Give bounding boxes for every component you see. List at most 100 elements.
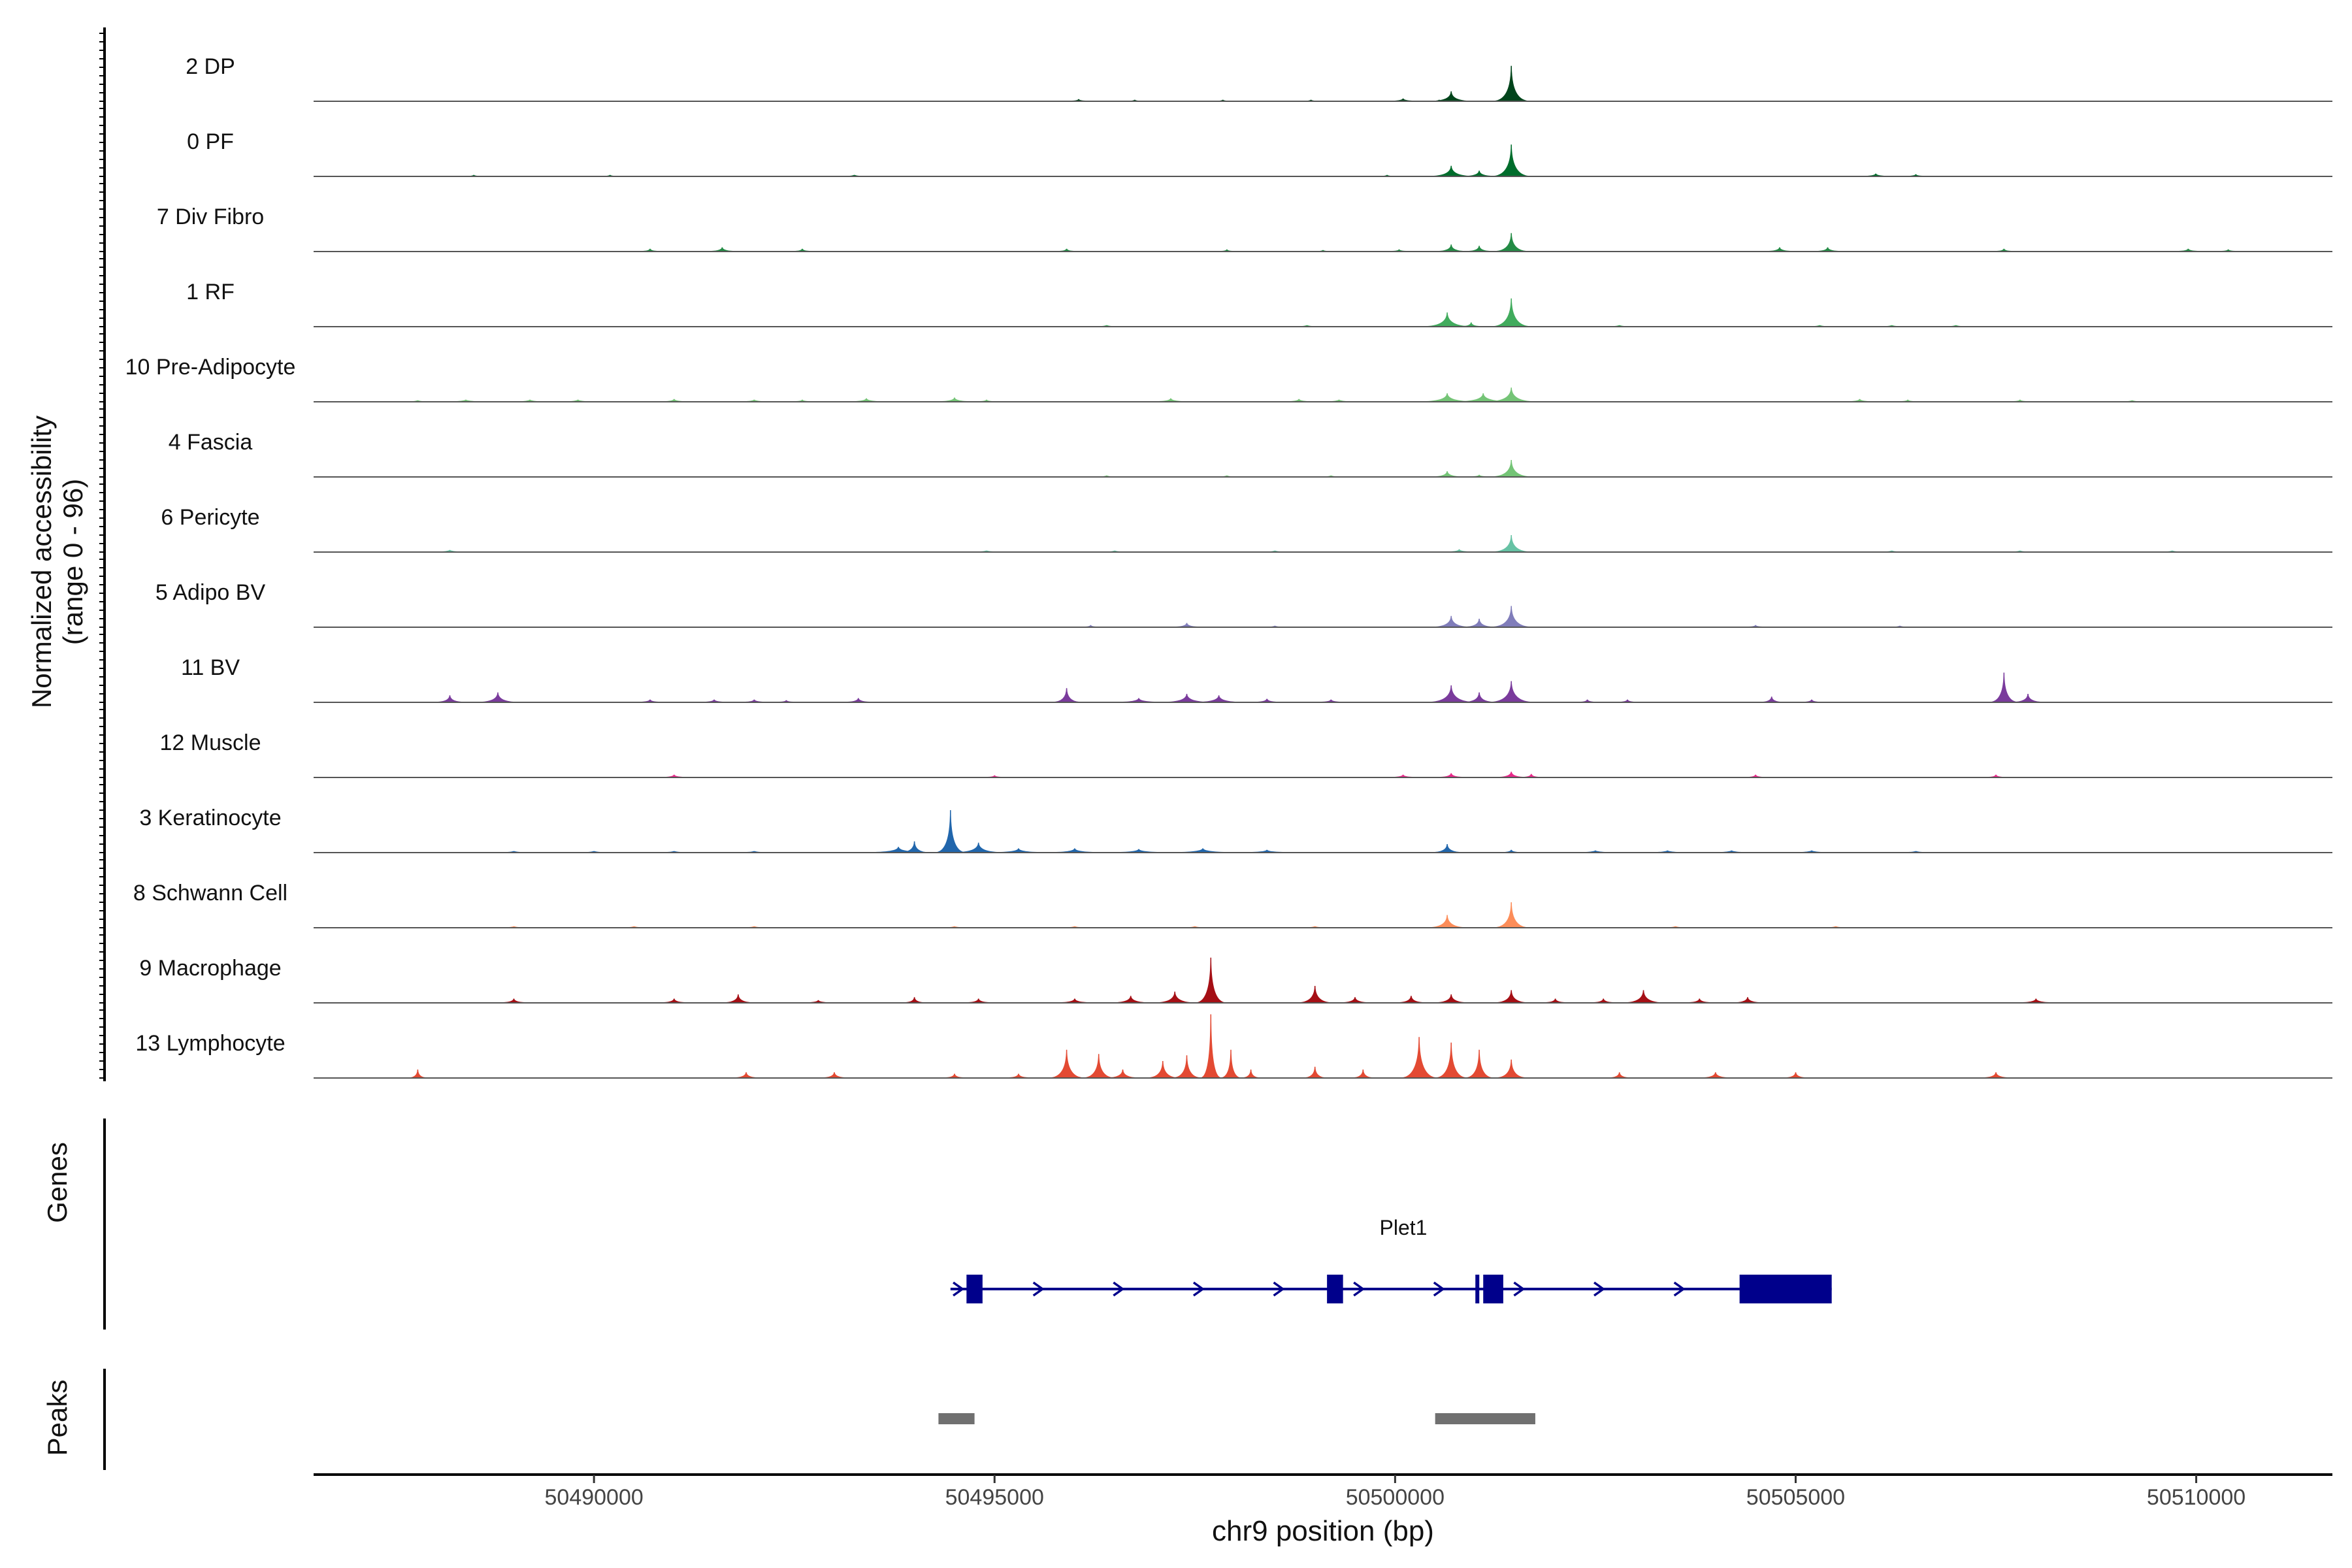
coverage-peak — [732, 1072, 761, 1079]
coverage-peak — [1297, 985, 1333, 1004]
strand-arrow — [1192, 1281, 1205, 1297]
coverage-peak — [1435, 244, 1467, 252]
coverage-peak — [408, 1069, 428, 1079]
peak-region — [1435, 1413, 1535, 1424]
tracks-layer: 2 DP 0 PF 7 Div Fibro 1 RF 10 Pre-Adipocyte 4… — [99, 27, 2332, 1081]
y-axis-title: Normalized accessibility (range 0 - 96) — [26, 416, 88, 708]
gene-name-label: Plet1 — [1380, 1216, 1428, 1239]
coverage-peak — [1490, 606, 1533, 628]
coverage-peak — [935, 809, 966, 853]
strand-arrow — [953, 1281, 965, 1297]
coverage-peak — [1428, 165, 1474, 177]
coverage-peak — [902, 997, 927, 1004]
track-1-rf: 1 RF — [186, 280, 2332, 327]
strand-arrow — [1513, 1281, 1526, 1297]
coverage-peak — [1052, 688, 1081, 703]
track-label: 13 Lymphocyte — [135, 1031, 285, 1056]
coverage-peak — [1699, 1072, 1732, 1079]
coverage-peak — [1395, 996, 1428, 1004]
track-2-dp: 2 DP — [186, 54, 2332, 102]
track-label: 4 Fascia — [169, 430, 253, 455]
coverage-peak — [1195, 957, 1226, 1004]
x-tick-label: 50500000 — [1346, 1485, 1445, 1510]
gene-exon — [1739, 1275, 1832, 1303]
coverage-peak — [1488, 681, 1534, 703]
track-label: 2 DP — [186, 54, 235, 79]
coverage-peak — [1492, 65, 1530, 102]
coverage-peak — [1431, 615, 1471, 628]
coverage-peak — [1049, 1049, 1085, 1079]
coverage-peak — [1494, 902, 1529, 928]
strand-arrow — [1113, 1281, 1125, 1297]
coverage-peak — [1431, 471, 1463, 478]
gene-exon — [966, 1275, 983, 1303]
coverage-peak — [1487, 387, 1535, 402]
track-0-pf: 0 PF — [187, 129, 2332, 177]
coverage-peak — [1463, 171, 1495, 177]
coverage-peak — [1607, 1072, 1632, 1079]
track-5-adipo-bv: 5 Adipo BV — [155, 580, 2332, 628]
coverage-peak — [433, 695, 466, 703]
track-label: 12 Muscle — [160, 730, 261, 755]
x-tick-label: 50505000 — [1746, 1485, 1845, 1510]
track-3-keratinocyte: 3 Keratinocyte — [139, 806, 2332, 853]
coverage-peak — [1220, 1049, 1242, 1079]
track-label: 11 BV — [181, 655, 240, 680]
track-label: 7 Div Fibro — [157, 204, 264, 229]
coverage-peak — [1427, 685, 1476, 703]
coverage-peak — [1495, 772, 1527, 778]
x-tick-label: 50490000 — [545, 1485, 644, 1510]
genes-panel-label: Genes — [42, 1142, 73, 1223]
coverage-peak — [1989, 672, 2019, 703]
x-axis-label: chr9 position (bp) — [1212, 1515, 1434, 1547]
coverage-peak — [1083, 1054, 1115, 1079]
coverage-peak — [1463, 692, 1495, 703]
coverage-peak — [1154, 991, 1195, 1004]
track-9-macrophage: 9 Macrophage — [139, 956, 2332, 1004]
coverage-peak — [1419, 393, 1476, 402]
strand-arrow — [1273, 1281, 1285, 1297]
coverage-peak — [1431, 843, 1463, 853]
coverage-peak — [1463, 618, 1495, 628]
coverage-peak — [1433, 994, 1469, 1004]
coverage-peak — [478, 692, 518, 703]
track-12-muscle: 12 Muscle — [160, 730, 2332, 778]
coverage-peak — [954, 842, 1003, 853]
coverage-peak — [1400, 1037, 1438, 1079]
gene-track — [103, 1119, 1832, 1330]
gene-exon — [1327, 1275, 1343, 1303]
coverage-peak — [2012, 693, 2044, 703]
coverage-peak — [1464, 246, 1494, 252]
track-label: 0 PF — [187, 129, 234, 154]
track-11-bv: 11 BV — [181, 655, 2332, 703]
x-tick-label: 50510000 — [2147, 1485, 2246, 1510]
coverage-peak — [1759, 696, 1784, 703]
coverage-peak — [1162, 693, 1211, 703]
strand-arrow — [1673, 1281, 1686, 1297]
y-axis — [99, 27, 106, 1081]
track-label: 9 Macrophage — [139, 956, 281, 981]
coverage-peak — [1495, 1059, 1527, 1079]
track-4-fascia: 4 Fascia — [169, 430, 2332, 478]
coverage-peak — [722, 994, 755, 1004]
strand-arrow — [1353, 1281, 1365, 1297]
coverage-peak — [1431, 91, 1471, 102]
coverage-peak — [1200, 1014, 1222, 1079]
strand-arrow — [1032, 1281, 1045, 1297]
peaks-track — [103, 1369, 1535, 1470]
track-8-schwann-cell: 8 Schwann Cell — [133, 881, 2332, 928]
track-label: 5 Adipo BV — [155, 580, 266, 605]
gene-exon — [1483, 1275, 1503, 1303]
coverage-peak — [1352, 1069, 1375, 1079]
y-axis-range-label: (range 0 - 96) — [57, 479, 88, 645]
track-10-pre-adipocyte: 10 Pre-Adipocyte — [125, 355, 2332, 402]
coverage-peak — [1494, 233, 1529, 252]
coverage-peak — [1980, 1072, 2012, 1079]
coverage-peak — [1492, 144, 1531, 177]
coverage-peak — [1623, 990, 1664, 1004]
coverage-peak — [1339, 997, 1371, 1004]
coverage-peak — [1194, 695, 1243, 703]
track-13-lymphocyte: 13 Lymphocyte — [135, 1014, 2332, 1079]
coverage-peak — [1106, 1069, 1139, 1079]
